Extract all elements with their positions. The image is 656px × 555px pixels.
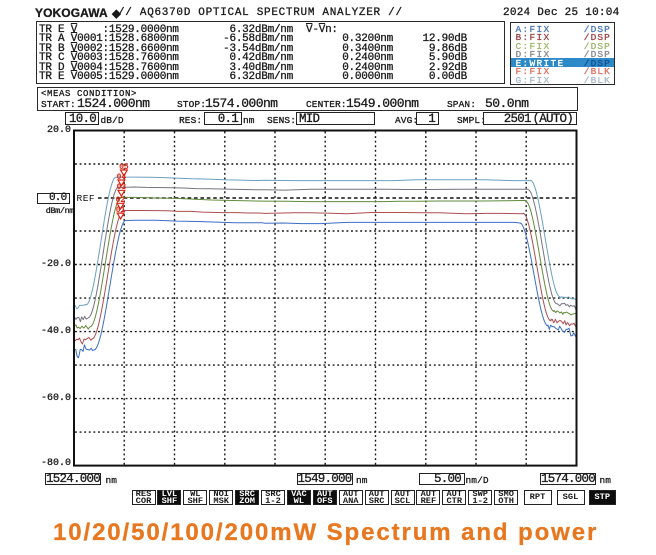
svg-text:REF: REF	[77, 193, 96, 204]
svg-text:01: 01	[116, 206, 126, 215]
svg-text:02: 02	[116, 196, 126, 205]
svg-text:04: 04	[117, 173, 127, 182]
svg-text:03: 03	[117, 183, 127, 192]
svg-text:05: 05	[119, 163, 129, 172]
